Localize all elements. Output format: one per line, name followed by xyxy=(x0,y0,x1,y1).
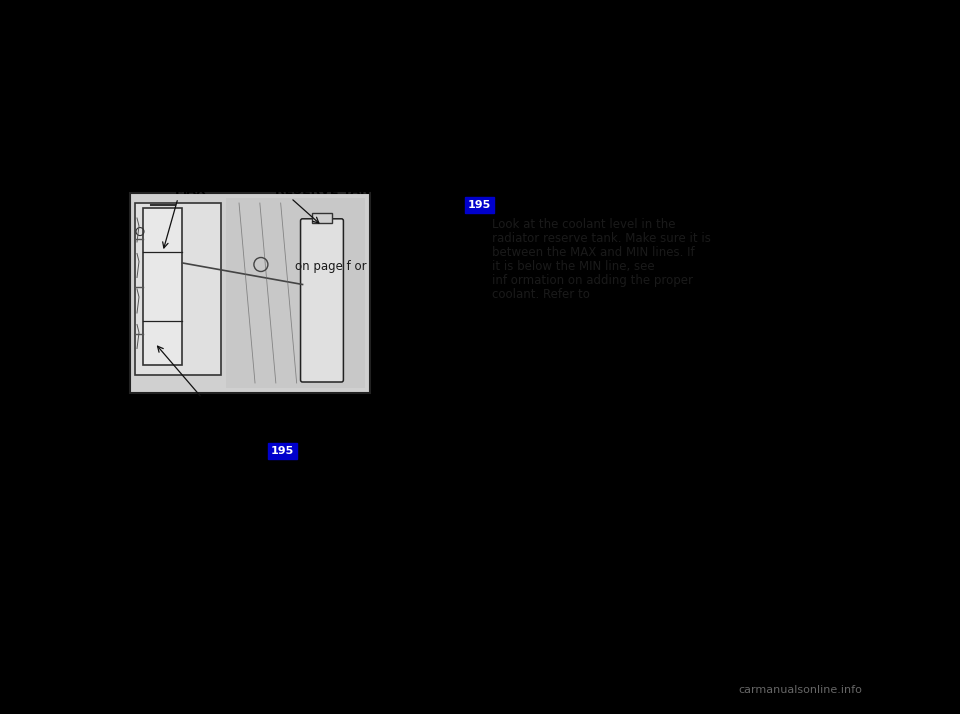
Text: RESERVE TANK: RESERVE TANK xyxy=(275,184,380,197)
Text: between the MAX and MIN lines. If: between the MAX and MIN lines. If xyxy=(492,246,695,259)
Text: it is below the MIN line, see: it is below the MIN line, see xyxy=(492,260,655,273)
Text: coolant. Refer to: coolant. Refer to xyxy=(492,288,589,301)
Bar xyxy=(227,198,365,388)
Text: radiator reserve tank. Make sure it is: radiator reserve tank. Make sure it is xyxy=(492,232,710,245)
Text: on page f or: on page f or xyxy=(295,260,367,273)
Text: inf ormation on adding the proper: inf ormation on adding the proper xyxy=(492,274,693,287)
Text: 195: 195 xyxy=(271,446,295,456)
Bar xyxy=(130,193,370,393)
Text: Look at the coolant level in the: Look at the coolant level in the xyxy=(492,218,676,231)
Bar xyxy=(143,208,182,365)
Text: 195: 195 xyxy=(468,200,492,210)
FancyBboxPatch shape xyxy=(300,218,344,382)
Bar xyxy=(312,213,332,223)
Text: carmanualsonline.info: carmanualsonline.info xyxy=(738,685,862,695)
Text: MAX: MAX xyxy=(175,184,206,197)
Bar xyxy=(135,203,221,375)
Text: MIN: MIN xyxy=(189,396,217,409)
